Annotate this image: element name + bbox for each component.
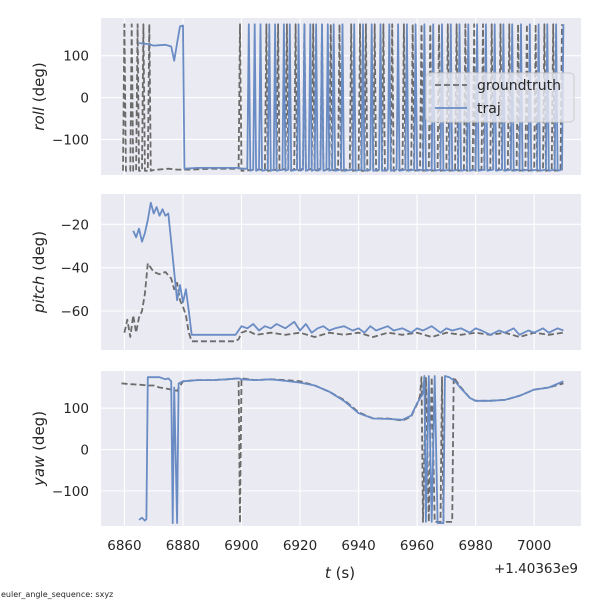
yaw-y-axis-label-var: yaw [30,455,48,487]
x-axis: +1.40363e9 t (s) [325,561,578,582]
pitch-y-tick-label: −20 [61,217,90,233]
roll-y-axis-label-unit: (deg) [30,62,48,107]
legend: groundtruth traj [425,72,575,123]
roll-y-tick-label: 0 [80,91,89,107]
x-tick-label: 6920 [283,538,317,554]
roll-y-tick-label: 100 [63,49,89,65]
yaw-y-tick-label: 0 [80,443,89,459]
panel-pitch: −20 −40 −60 pitch (deg) [30,194,581,350]
roll-y-tick-label: −100 [52,132,89,148]
legend-label-traj: traj [477,101,501,117]
x-tick-label: 6960 [400,538,434,554]
roll-y-axis-label: roll (deg) [30,62,48,130]
pitch-y-axis-label: pitch (deg) [30,231,48,314]
x-tick-label: 6880 [166,538,200,554]
pitch-y-axis-label-var: pitch [30,276,48,314]
x-tick-label: 6860 [107,538,141,554]
yaw-y-axis-label-unit: (deg) [30,411,48,456]
pitch-y-tick-label: −60 [61,304,90,320]
x-axis-label-unit: (s) [331,564,355,582]
pitch-series-traj [132,201,564,336]
x-tick-label: 6980 [458,538,492,554]
pitch-y-axis-label-unit: (deg) [30,231,48,276]
x-tick-label: 7000 [517,538,551,554]
x-axis-label: t (s) [325,564,355,582]
yaw-y-axis-label: yaw (deg) [30,411,48,487]
yaw-y-tick-label: 100 [63,401,89,417]
roll-y-axis-label-var: roll [30,106,48,131]
x-tick-label: 6900 [224,538,258,554]
panel-yaw: 6860 6880 6900 6920 6940 6960 6980 7000 100 0 −100… [30,371,581,554]
x-tick-label: 6940 [341,538,375,554]
pitch-background [101,194,581,350]
yaw-background [101,371,581,526]
pitch-y-tick-label: −40 [61,261,90,277]
roll-series-traj [138,23,565,172]
pitch-series-groundtruth [123,262,564,343]
x-offset-label: +1.40363e9 [494,561,578,577]
yaw-y-tick-label: −100 [52,484,89,500]
legend-label-groundtruth: groundtruth [477,78,561,94]
x-axis-label-var: t [325,564,332,582]
footnote: euler_angle_sequence: sxyz [1,590,113,599]
yaw-series-traj [138,375,564,524]
